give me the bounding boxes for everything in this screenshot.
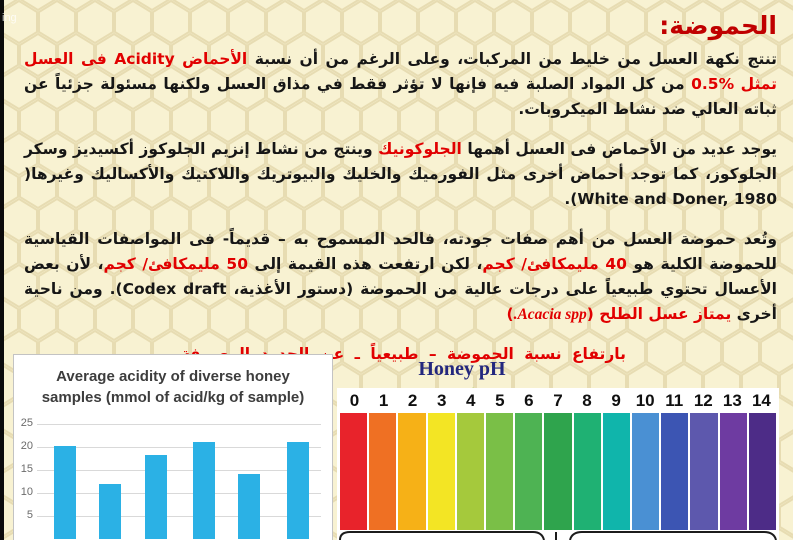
bar bbox=[193, 442, 215, 539]
ph-number: 14 bbox=[751, 390, 771, 410]
text-segment-red: Acacia spp. bbox=[513, 306, 587, 323]
left-edge-strip bbox=[0, 0, 4, 540]
y-axis-tick-label: 25 bbox=[20, 417, 33, 429]
text-segment: تنتج نكهة العسل من خليط من المركبات، وعل… bbox=[247, 50, 777, 68]
ph-number: 6 bbox=[524, 390, 534, 410]
text-segment-red: الجلوكونيك bbox=[378, 140, 462, 158]
bar-chart-plot-area: 25 20 15 10 5 bbox=[14, 355, 332, 540]
gridline bbox=[37, 470, 321, 471]
text-segment: وينتج من نشاط إنزيم الجلوكوز أكسيديز وسك… bbox=[24, 140, 777, 208]
bar bbox=[145, 455, 167, 539]
honey-ph-label: Honey pH bbox=[418, 358, 506, 380]
bar bbox=[54, 445, 76, 539]
ph-color-bar bbox=[369, 413, 397, 530]
watermark-text: ing bbox=[2, 12, 17, 24]
paragraph-acidity-standards: وتُعد حموضة العسل من أهم صفات جودته، فال… bbox=[24, 227, 777, 327]
ph-number: 9 bbox=[611, 390, 621, 410]
ph-number: 3 bbox=[436, 390, 447, 410]
text-segment: من كل المواد الصلبة فيه فإنها لا تؤثر فق… bbox=[24, 75, 777, 118]
gridline bbox=[37, 493, 321, 494]
ph-color-bar bbox=[748, 413, 777, 530]
ph-scale-panel: 0 1 2 3 4 5 6 7 8 9 10 11 12 13 14 bbox=[337, 388, 779, 540]
page-title: الحموضة: bbox=[659, 11, 777, 40]
text-segment: ، لكن ارتفعت هذه القيمة إلى bbox=[247, 255, 483, 273]
ph-color-bar bbox=[632, 413, 660, 530]
bar bbox=[287, 442, 309, 539]
paragraph-acidity-intro: تنتج نكهة العسل من خليط من المركبات، وعل… bbox=[24, 47, 777, 122]
ph-color-bar bbox=[661, 413, 689, 530]
ph-number: 7 bbox=[553, 390, 563, 410]
ph-color-bar bbox=[398, 413, 426, 530]
ph-acid-base-braces-icon bbox=[339, 531, 777, 540]
ph-number-row: 0 1 2 3 4 5 6 7 8 9 10 11 12 13 14 bbox=[337, 388, 779, 413]
y-axis-tick-label: 5 bbox=[26, 509, 33, 521]
ph-color-bar bbox=[486, 413, 514, 530]
ph-color-bar bbox=[719, 413, 747, 530]
ph-color-bar bbox=[427, 413, 455, 530]
ph-number: 4 bbox=[466, 390, 476, 410]
ph-number: 13 bbox=[722, 390, 742, 410]
ph-number: 0 bbox=[349, 390, 360, 410]
gridline bbox=[37, 516, 321, 517]
gridline bbox=[37, 447, 321, 448]
ph-color-bar bbox=[573, 413, 601, 530]
text-segment-red: ) bbox=[506, 305, 514, 323]
bar bbox=[99, 483, 121, 539]
y-axis-tick-label: 20 bbox=[20, 440, 33, 452]
gridline bbox=[37, 424, 321, 425]
text-segment-red: يمتاز عسل الطلح ( bbox=[586, 305, 732, 323]
y-axis-tick-label: 15 bbox=[20, 463, 33, 475]
ph-number: 12 bbox=[693, 390, 713, 410]
paragraph-acid-types: يوجد عديد من الأحماض فى العسل أهمها الجل… bbox=[24, 137, 777, 212]
ph-color-bar bbox=[456, 413, 485, 530]
ph-color-bar-row bbox=[340, 413, 777, 530]
ph-color-bar bbox=[340, 413, 368, 530]
y-axis-tick-label: 10 bbox=[20, 486, 33, 498]
ph-color-bar bbox=[602, 413, 631, 530]
chart-title-line1: Average acidity of diverse honey bbox=[56, 368, 290, 385]
ph-color-bar bbox=[690, 413, 718, 530]
text-segment: يوجد عديد من الأحماض فى العسل أهمها bbox=[461, 140, 777, 158]
bar bbox=[238, 473, 260, 539]
ph-number: 8 bbox=[582, 390, 592, 410]
chart-title: Average acidity of diverse honey samples… bbox=[14, 366, 332, 408]
ph-color-bar bbox=[544, 413, 572, 530]
text-segment-red: 50 مليمكافئ/ كجم bbox=[103, 255, 248, 273]
ph-number: 5 bbox=[495, 390, 505, 410]
ph-number: 2 bbox=[407, 390, 418, 410]
ph-color-bar bbox=[515, 413, 543, 530]
text-segment-red: 40 مليمكافئ/ كجم bbox=[482, 255, 627, 273]
acidity-bar-chart: Average acidity of diverse honey samples… bbox=[13, 354, 333, 540]
text-segment-red: الأحماض Acidity فى العسل تمثل %0.5 bbox=[24, 50, 777, 93]
text-segment: ، لأن بعض الأعسال تحتوي طبيعياً على درجا… bbox=[24, 255, 777, 323]
ph-number: 1 bbox=[378, 390, 389, 410]
text-segment: وتُعد حموضة العسل من أهم صفات جودته، فال… bbox=[24, 230, 778, 273]
slide-content: الحموضة: تنتج نكهة العسل من خليط من المر… bbox=[24, 10, 777, 367]
ph-number: 10 bbox=[635, 390, 655, 410]
ph-number: 11 bbox=[665, 390, 684, 410]
chart-title-line2: samples (mmol of acid/kg of sample) bbox=[41, 389, 305, 406]
